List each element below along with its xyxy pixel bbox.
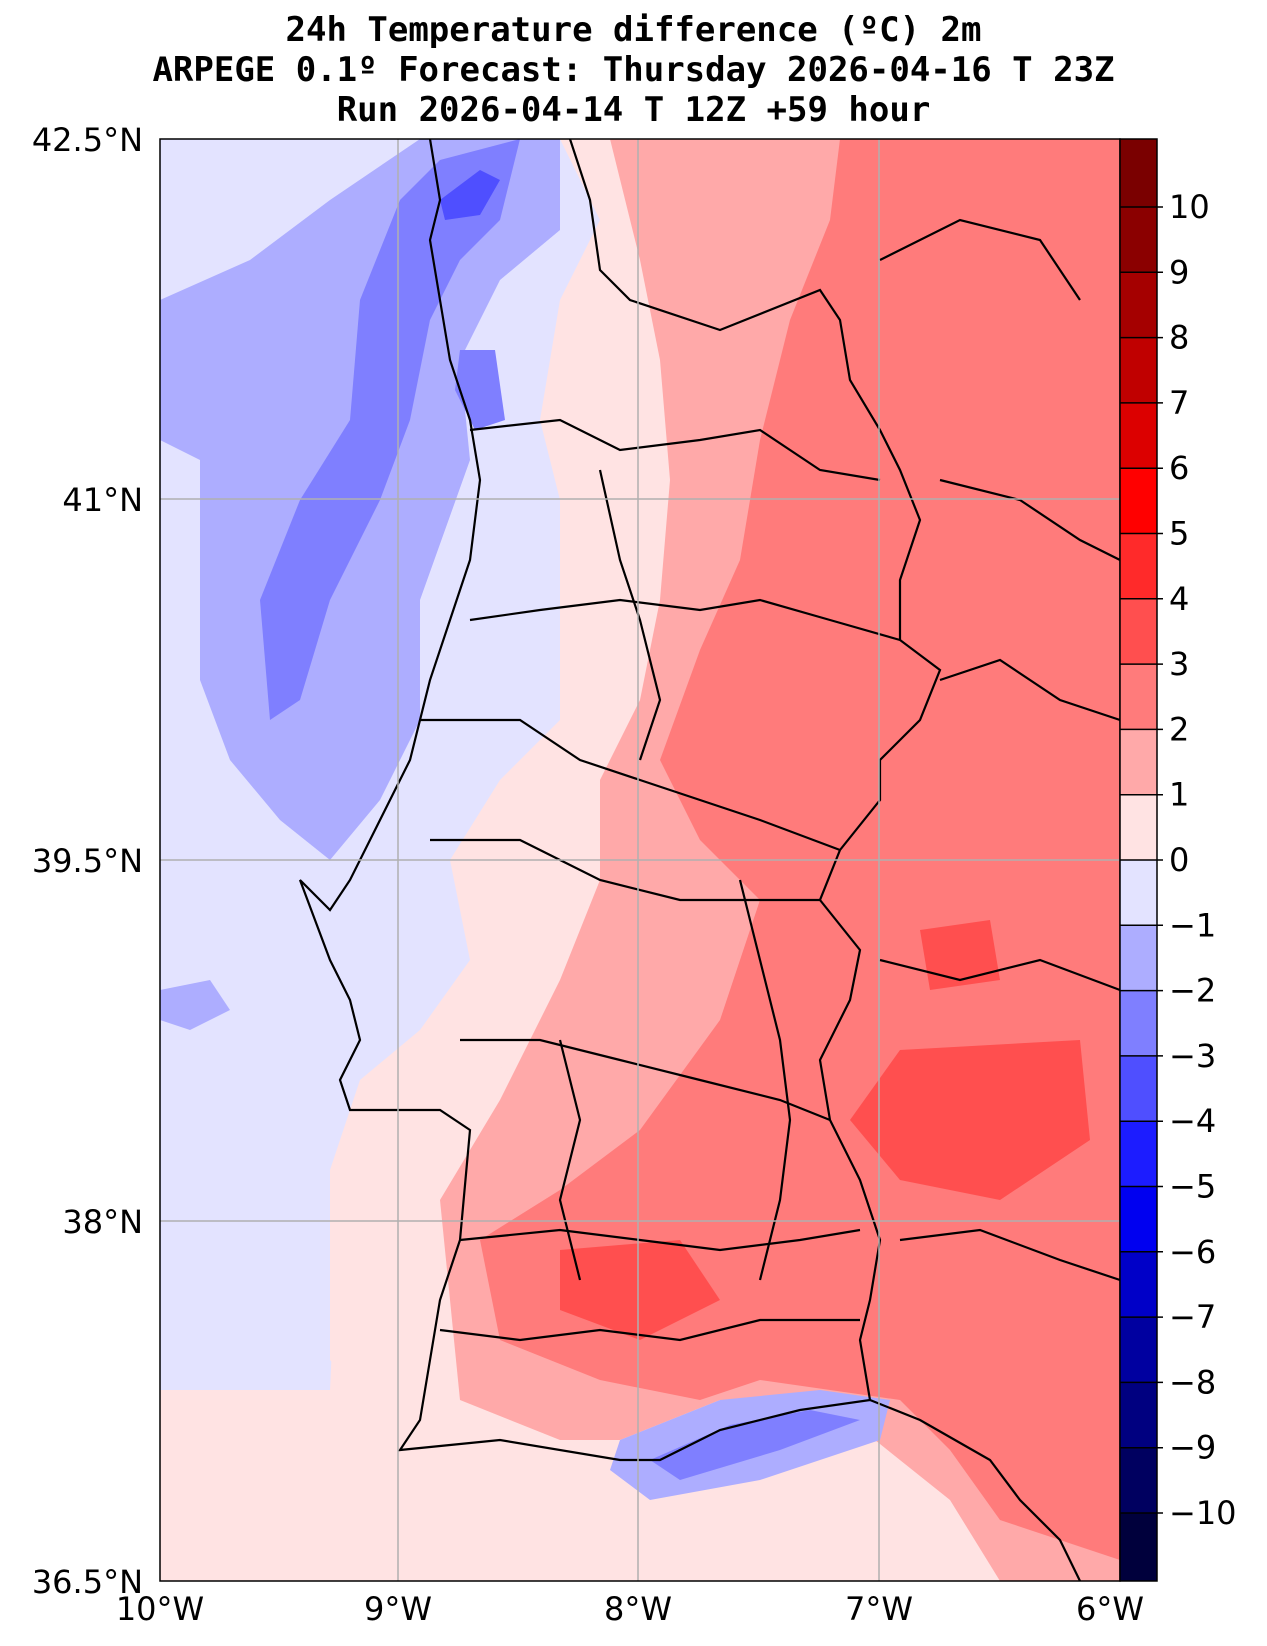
district-line-2 xyxy=(469,598,901,642)
lat-tick-2: 39.5°N xyxy=(32,842,143,880)
colorbar-segment xyxy=(1120,1513,1157,1581)
warm-band-2 xyxy=(480,139,1120,1560)
colorbar-label: 5 xyxy=(1169,515,1189,553)
colorbar-top-extension xyxy=(1120,139,1157,207)
lat-tick-labels: 42.5°N 41°N 39.5°N 38°N 36.5°N xyxy=(32,121,143,1601)
colorbar-segment xyxy=(1120,402,1157,469)
colorbar-segment xyxy=(1120,1447,1157,1513)
colorbar-label: −3 xyxy=(1169,1037,1216,1075)
colorbar-segment xyxy=(1120,664,1157,730)
borders xyxy=(298,139,1120,1581)
colorbar-label: 7 xyxy=(1169,384,1189,422)
colorbar-label: 2 xyxy=(1169,710,1189,748)
district-line-6 xyxy=(459,1228,861,1252)
colorbar-label: 1 xyxy=(1169,776,1189,814)
lon-tick-4: 6°W xyxy=(1076,1590,1144,1628)
lon-tick-2: 8°W xyxy=(604,1590,672,1628)
district-line-1 xyxy=(469,418,881,482)
colorbar-segment xyxy=(1120,1121,1157,1187)
algarve-cool-core xyxy=(650,1410,860,1480)
colorbar-segment xyxy=(1120,207,1157,273)
colorbar-frame xyxy=(1119,138,1158,1582)
district-line-9 xyxy=(738,879,792,1281)
colorbar-segment xyxy=(1120,533,1157,599)
colorbar-label: −6 xyxy=(1169,1233,1216,1271)
cool-band-3 xyxy=(440,170,500,220)
district-line-7 xyxy=(439,1318,860,1342)
colorbar-label: 4 xyxy=(1169,580,1189,618)
warm-band-3b xyxy=(560,1240,720,1340)
lat-tick-4: 36.5°N xyxy=(32,1563,143,1601)
colorbar-segment xyxy=(1120,1251,1157,1318)
spain-internal-5 xyxy=(899,1228,1120,1282)
warm-band-3 xyxy=(850,1040,1090,1200)
lon-tick-labels: 10°W 9°W 8°W 7°W 6°W xyxy=(116,1590,1144,1628)
colorbar-label: −4 xyxy=(1169,1102,1216,1140)
title-line-1: 24h Temperature difference (ºC) 2m xyxy=(285,10,982,50)
lat-tick-0: 42.5°N xyxy=(32,121,143,159)
spain-internal-3 xyxy=(939,658,1120,722)
lat-tick-1: 41°N xyxy=(62,481,143,519)
spain-border xyxy=(568,139,942,1401)
district-line-3 xyxy=(420,718,841,852)
colorbar-segment xyxy=(1120,468,1157,534)
colorbar-label: −1 xyxy=(1169,906,1216,944)
colorbar-segment xyxy=(1120,272,1157,338)
title-line-2: ARPEGE 0.1º Forecast: Thursday 2026-04-1… xyxy=(152,50,1115,90)
colorbar-label: 8 xyxy=(1169,319,1189,357)
colorbar-label: −7 xyxy=(1169,1298,1216,1336)
spain-internal-2 xyxy=(939,478,1120,561)
coastline xyxy=(298,139,1081,1581)
district-line-10 xyxy=(558,1039,582,1281)
colorbar-label: −5 xyxy=(1169,1168,1216,1206)
lon-tick-3: 7°W xyxy=(845,1590,913,1628)
colorbar-segment xyxy=(1120,794,1157,860)
colorbar-label: 3 xyxy=(1169,645,1189,683)
warm-band-3c xyxy=(920,920,1000,990)
colorbar-segment xyxy=(1120,337,1157,403)
spain-internal-4 xyxy=(879,958,1120,992)
west-cool-patch xyxy=(160,980,230,1030)
gridlines xyxy=(160,139,1120,1581)
district-line-4 xyxy=(430,838,820,902)
colorbar-label: −2 xyxy=(1169,972,1216,1010)
lon-tick-0: 10°W xyxy=(116,1590,204,1628)
colorbar-segment xyxy=(1120,1317,1157,1383)
colorbar-label: 9 xyxy=(1169,253,1189,291)
colorbar-label: 10 xyxy=(1169,188,1210,226)
spain-internal-1 xyxy=(879,218,1081,301)
colorbar-segment xyxy=(1120,860,1157,926)
title-line-3: Run 2026-04-14 T 12Z +59 hour xyxy=(336,90,931,130)
chart-title: 24h Temperature difference (ºC) 2m ARPEG… xyxy=(0,10,1267,130)
colorbar-segment xyxy=(1120,925,1157,991)
colorbar-label: −9 xyxy=(1169,1429,1216,1467)
colorbar-label: 0 xyxy=(1169,841,1189,879)
colorbar-segment xyxy=(1120,1055,1157,1122)
district-line-8 xyxy=(598,469,662,761)
colorbar-segment xyxy=(1120,598,1157,665)
colorbar-label: −8 xyxy=(1169,1363,1216,1401)
lat-tick-3: 38°N xyxy=(62,1203,143,1241)
lon-tick-1: 9°W xyxy=(364,1590,432,1628)
colorbar-label: −10 xyxy=(1169,1494,1237,1532)
colorbar-label: 6 xyxy=(1169,449,1189,487)
cool-band-2 xyxy=(260,139,520,720)
colorbar-segment xyxy=(1120,990,1157,1056)
colorbar-segment xyxy=(1120,1186,1157,1252)
colorbar-segment xyxy=(1120,729,1157,795)
colorbar-segment xyxy=(1120,1382,1157,1448)
